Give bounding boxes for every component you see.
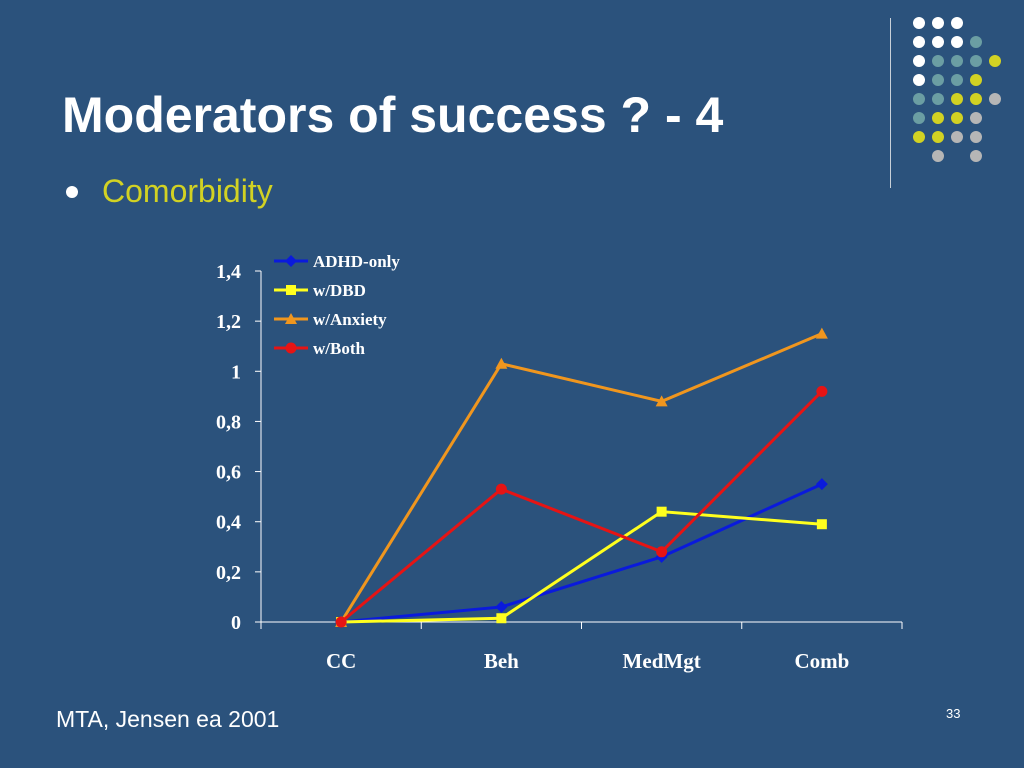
series-3: [335, 385, 828, 628]
bullet-dot-icon: [66, 185, 78, 198]
data-point: [815, 327, 828, 339]
y-tick-label: 0,4: [216, 512, 241, 534]
legend-entry: w/DBD: [274, 281, 366, 300]
source-citation: MTA, Jensen ea 2001: [56, 706, 280, 732]
series-line: [341, 510, 822, 624]
legend-label: w/DBD: [313, 281, 366, 300]
y-tick-label: 0,8: [216, 411, 241, 433]
y-tick-label: 1: [231, 361, 241, 383]
chart-axes: 0 0,2 0,4 0,6 0,8 1 1,2 1,4 CC Beh MedMgt Comb: [216, 261, 903, 673]
y-tick-label: 1,2: [216, 311, 241, 333]
series-2: [335, 327, 828, 627]
y-tick-label: 1,4: [216, 261, 241, 283]
series-line: [340, 482, 823, 624]
legend-marker: [285, 255, 297, 267]
bullet-item: Comorbidity: [66, 173, 273, 210]
legend-entry: ADHD-only: [274, 252, 400, 271]
data-point: [495, 600, 508, 613]
y-tick-label: 0,2: [216, 562, 241, 584]
data-point: [655, 395, 668, 407]
legend-label: w/Anxiety: [313, 310, 387, 329]
data-point: [495, 357, 508, 369]
legend-marker: [286, 285, 296, 295]
data-point: [656, 546, 668, 558]
data-point: [816, 519, 827, 530]
data-point: [656, 506, 667, 517]
data-point: [495, 483, 507, 495]
chart-legend: ADHD-only w/DBD w/Anxiety w/Both: [274, 252, 400, 358]
series-line: [339, 332, 823, 623]
y-tick-label: 0,6: [216, 462, 241, 484]
chart-series: [335, 327, 828, 628]
decorative-divider: [890, 18, 891, 188]
series-line: [340, 390, 823, 624]
x-tick-label: Comb: [794, 649, 849, 673]
legend-label: ADHD-only: [313, 252, 400, 271]
x-tick-label: MedMgt: [623, 649, 701, 673]
legend-label: w/Both: [313, 339, 366, 358]
page-number: 33: [946, 706, 961, 721]
legend-marker: [285, 313, 297, 324]
data-point: [816, 385, 828, 397]
data-point: [496, 613, 507, 624]
bullet-text: Comorbidity: [102, 173, 273, 209]
legend-entry: w/Both: [274, 339, 366, 358]
y-tick-label: 0: [231, 612, 241, 634]
data-point: [815, 478, 828, 491]
x-tick-label: Beh: [484, 649, 519, 673]
data-point: [335, 616, 347, 628]
legend-marker: [285, 342, 297, 354]
legend-entry: w/Anxiety: [274, 310, 387, 329]
slide-title: Moderators of success ? - 4: [62, 87, 724, 143]
x-tick-label: CC: [326, 649, 356, 673]
series-0: [335, 478, 828, 628]
